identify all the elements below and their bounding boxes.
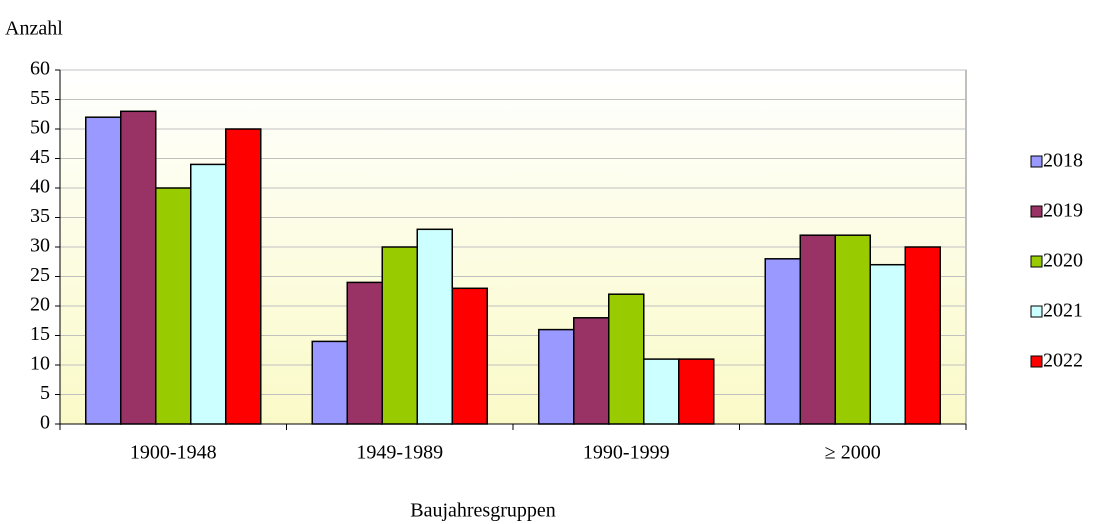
bar [678,358,715,425]
bar [346,281,383,425]
legend-label: 2020 [1043,250,1083,272]
y-tick-label: 50 [30,117,50,139]
x-tick-label: 1990-1999 [583,442,670,464]
bar [643,358,680,425]
legend-label: 2018 [1043,150,1083,172]
y-tick-label: 30 [30,235,50,257]
bar [225,128,262,425]
bar [869,263,906,425]
legend-swatch [1030,305,1043,318]
bar [190,163,227,425]
bar [381,246,418,425]
legend-swatch [1030,355,1043,368]
y-tick-label: 35 [30,205,50,227]
legend-swatch [1030,205,1043,218]
bar [85,116,122,425]
bar [573,317,610,425]
y-tick-label: 20 [30,294,50,316]
legend-label: 2022 [1043,350,1083,372]
y-tick-label: 45 [30,146,50,168]
x-tick-label: ≥ 2000 [825,442,881,464]
bar [904,246,941,425]
bar [416,228,453,425]
y-tick-label: 40 [30,176,50,198]
x-tick-label: 1949-1989 [356,442,443,464]
legend-swatch [1030,255,1043,268]
y-axis-label: Anzahl [5,18,63,40]
y-tick-label: 15 [30,323,50,345]
legend-swatch [1030,155,1043,168]
bar [799,234,836,425]
bar [120,110,157,425]
bar [608,293,645,425]
legend-label: 2019 [1043,200,1083,222]
bar [764,258,801,425]
bar [311,340,348,425]
x-tick-label: 1900-1948 [130,442,217,464]
y-tick-label: 60 [30,58,50,80]
bar [538,328,575,425]
y-tick-label: 5 [40,382,50,404]
bar [451,287,488,425]
y-tick-label: 55 [30,87,50,109]
y-tick-label: 0 [40,412,50,434]
legend-label: 2021 [1043,300,1083,322]
bar [834,234,871,425]
bar [155,187,192,425]
y-tick-label: 25 [30,264,50,286]
y-tick-label: 10 [30,353,50,375]
x-axis-label: Baujahresgruppen [410,500,556,522]
